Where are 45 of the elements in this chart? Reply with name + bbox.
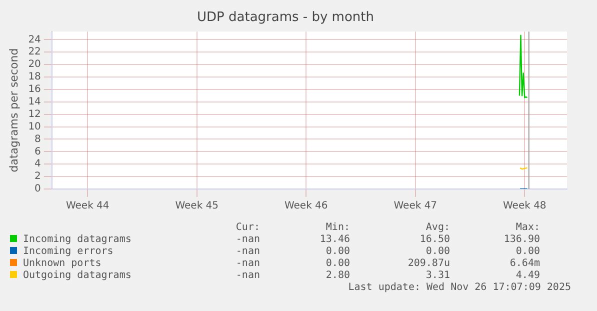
text: 13.46 — [318, 234, 350, 246]
y-tick-label: 4 — [34, 158, 41, 170]
y-tick-label: 16 — [28, 84, 41, 96]
text: 0.00 — [324, 246, 350, 258]
legend-label: Unknown ports — [22, 258, 102, 270]
text: 209.87u — [406, 258, 450, 270]
text: Avg: — [424, 222, 450, 234]
text: 136.90 — [502, 234, 540, 246]
x-tick-label: Week 44 — [66, 200, 110, 212]
y-tick-label: 24 — [28, 34, 41, 46]
y-tick-label: 2 — [34, 171, 41, 182]
y-tick-label: 14 — [28, 96, 41, 108]
x-tick-label: Week 45 — [175, 200, 219, 212]
text: 16.50 — [418, 234, 450, 246]
y-tick-label: 8 — [34, 134, 41, 145]
y-tick-label: 12 — [28, 108, 41, 120]
text: Last update: Wed Nov 26 17:07:09 2025 — [348, 282, 571, 293]
x-tick-label: Week 46 — [284, 200, 328, 212]
legend-label: Incoming datagrams — [22, 234, 132, 246]
legend-label: Outgoing datagrams — [22, 270, 132, 282]
text: -nan — [234, 246, 260, 258]
legend-label: Incoming errors — [22, 246, 114, 258]
chart-title: UDP datagrams - by month — [196, 10, 374, 26]
text: 0.00 — [324, 258, 350, 270]
text: 4.49 — [514, 270, 540, 282]
text: -nan — [234, 270, 260, 282]
y-tick-label: 22 — [28, 46, 41, 58]
text: -nan — [234, 234, 260, 246]
y-axis-title: datagrams per second — [7, 48, 20, 172]
text: 3.31 — [424, 270, 450, 282]
y-tick-label: 10 — [28, 121, 41, 132]
text: 0.00 — [514, 246, 540, 258]
y-tick-label: 0 — [34, 184, 41, 195]
x-tick-label: Week 48 — [502, 200, 546, 212]
text: Min: — [324, 222, 350, 234]
text: -nan — [234, 258, 260, 270]
y-tick-label: 6 — [34, 146, 41, 158]
text: 2.80 — [324, 270, 350, 282]
text: 6.64m — [508, 258, 540, 270]
x-tick-label: Week 47 — [394, 200, 438, 212]
y-tick-label: 18 — [28, 72, 41, 83]
text: Cur: — [234, 222, 260, 234]
y-tick-label: 20 — [28, 59, 41, 70]
text: 0.00 — [424, 246, 450, 258]
text: Max: — [514, 222, 540, 234]
